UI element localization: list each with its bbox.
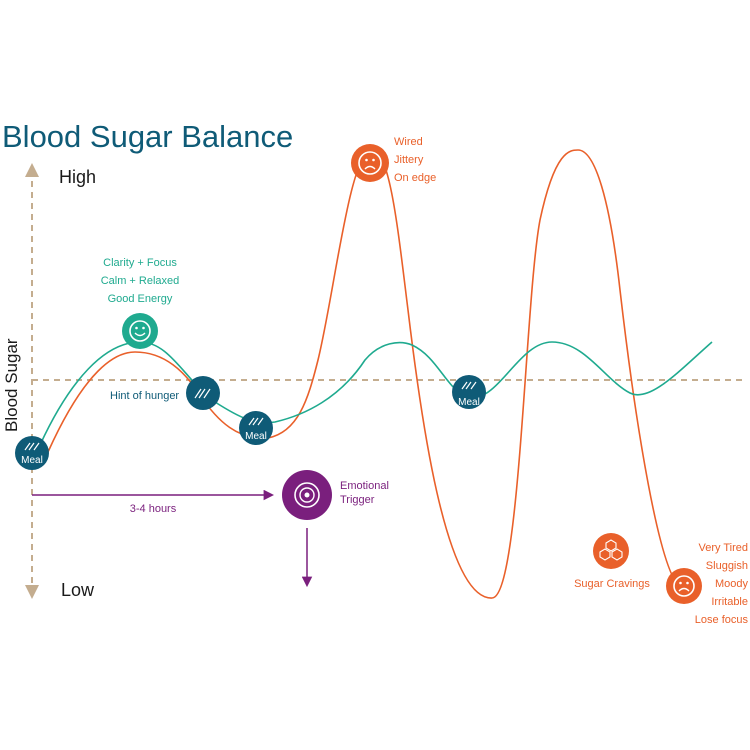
cravings-label: Sugar Cravings	[574, 578, 650, 590]
wired-line-3: On edge	[394, 172, 436, 184]
meal-marker-3: Meal	[452, 375, 486, 409]
trigger-line-1: Emotional	[340, 480, 389, 492]
hunger-label: Hint of hunger	[110, 390, 179, 402]
low-label: Low	[61, 580, 95, 600]
smiley-face-icon	[122, 313, 158, 349]
good-line-2: Calm + Relaxed	[101, 275, 180, 287]
good-line-3: Good Energy	[108, 293, 173, 305]
wired-line-2: Jittery	[394, 154, 424, 166]
good-line-1: Clarity + Focus	[103, 257, 177, 269]
tired-line-4: Irritable	[711, 596, 748, 608]
trigger-line-2: Trigger	[340, 494, 375, 506]
unbalanced-curve	[47, 149, 683, 599]
tired-line-5: Lose focus	[695, 614, 749, 626]
tired-line-2: Sluggish	[706, 560, 748, 572]
meal-marker-1: Meal	[15, 436, 49, 470]
y-axis-label: Blood Sugar	[2, 338, 21, 432]
frowning-face-icon	[351, 144, 389, 182]
fork-knife-icon	[461, 381, 477, 390]
target-icon	[282, 470, 332, 520]
sugar-cubes-icon	[593, 533, 629, 569]
fork-knife-icon	[194, 388, 211, 399]
balanced-curve	[39, 341, 713, 446]
fork-knife-icon	[24, 442, 40, 451]
frowning-face-icon	[666, 568, 702, 604]
high-label: High	[59, 167, 96, 187]
tired-line-1: Very Tired	[698, 542, 748, 554]
meal-label-3: Meal	[458, 397, 480, 408]
fork-knife-icon	[248, 417, 264, 426]
meal-label-2: Meal	[245, 431, 267, 442]
duration-label: 3-4 hours	[130, 503, 177, 515]
meal-marker-2: Meal	[239, 411, 273, 445]
wired-line-1: Wired	[394, 136, 423, 148]
tired-line-3: Moody	[715, 578, 749, 590]
page-title: Blood Sugar Balance	[2, 119, 293, 154]
hunger-marker	[186, 376, 220, 410]
meal-label-1: Meal	[21, 455, 43, 466]
